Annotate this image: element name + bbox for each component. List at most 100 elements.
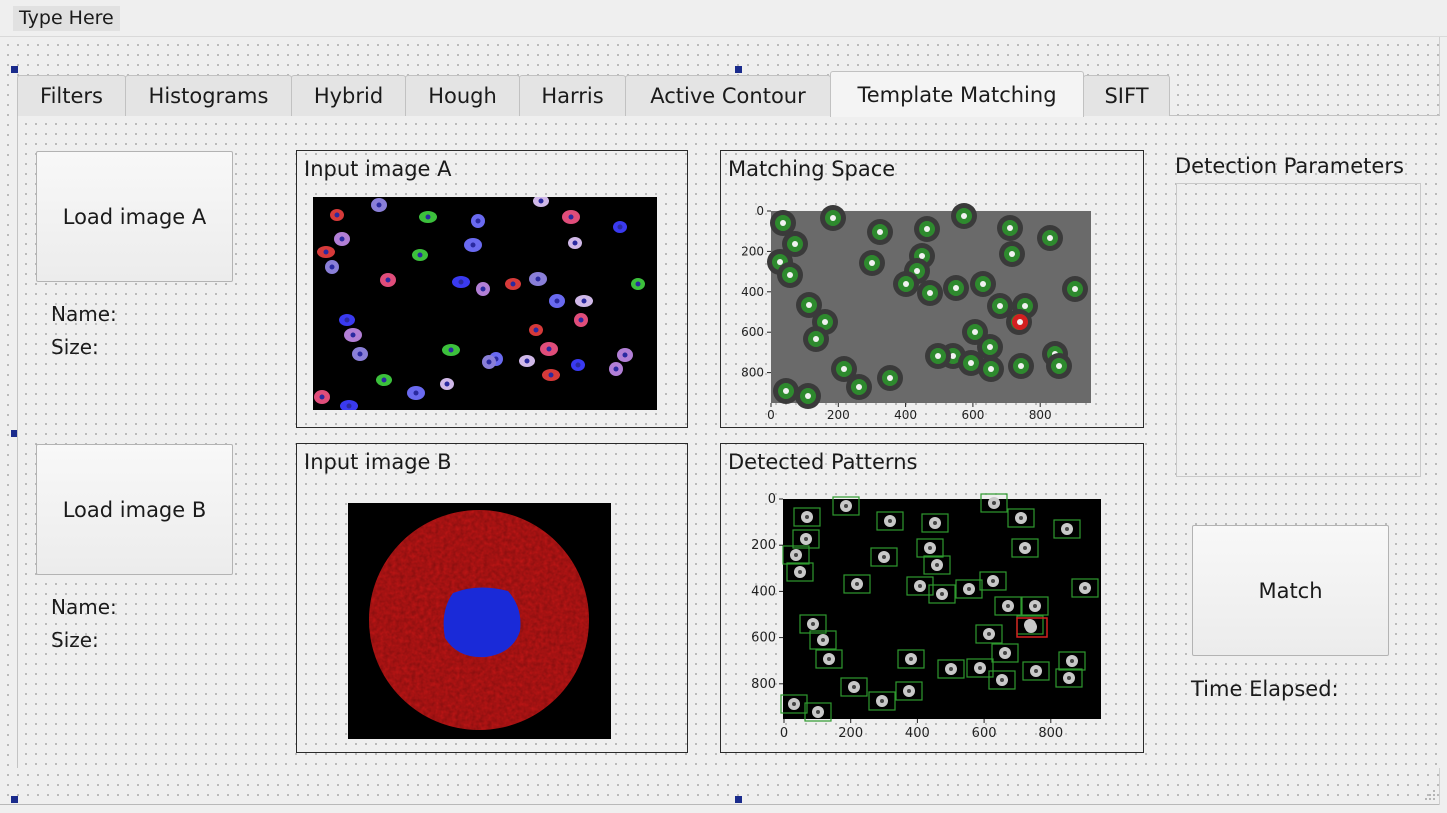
match-blob <box>961 213 967 219</box>
detection-box <box>1071 578 1099 598</box>
y-tick-label: 800 <box>751 677 776 692</box>
pattern-cell <box>821 638 825 642</box>
detection-box <box>804 702 832 722</box>
pattern-cell <box>978 666 982 670</box>
cell-nucleus <box>444 381 450 387</box>
tab-hybrid[interactable]: Hybrid <box>291 75 406 116</box>
match-blob <box>1047 235 1053 241</box>
match-blob <box>805 393 811 399</box>
detection-box <box>1055 668 1083 688</box>
y-tick-label: 200 <box>741 244 764 258</box>
detection-box <box>906 576 934 596</box>
cell-nucleus <box>413 390 419 396</box>
detection-parameters-group <box>1176 183 1421 477</box>
pattern-cell <box>852 685 856 689</box>
pattern-cell <box>949 667 953 671</box>
tab-harris[interactable]: Harris <box>519 75 626 116</box>
cell-nucleus <box>510 281 516 287</box>
pattern-cell <box>1034 669 1038 673</box>
match-blob <box>1056 363 1062 369</box>
detection-box <box>991 643 1019 663</box>
menu-bar: Type Here <box>0 0 1447 37</box>
tab-sift[interactable]: SIFT <box>1083 75 1170 116</box>
match-blob <box>997 303 1003 309</box>
detection-box <box>786 562 814 582</box>
input-image-a-group: Input image A <box>296 150 688 428</box>
pattern-cell <box>1019 516 1023 520</box>
match-blob <box>1072 286 1078 292</box>
x-tick-label: 600 <box>961 408 984 422</box>
tab-histograms[interactable]: Histograms <box>125 75 292 116</box>
cell-nucleus <box>357 351 363 357</box>
match-blob <box>777 259 783 265</box>
tab-filters[interactable]: Filters <box>17 75 126 116</box>
y-tick-label: 0 <box>768 492 776 507</box>
cell-nucleus <box>486 359 492 365</box>
selection-handle[interactable] <box>735 66 742 73</box>
cell-nucleus <box>575 362 581 368</box>
detection-box <box>876 511 904 531</box>
match-blob <box>950 353 956 359</box>
tab-template-matching[interactable]: Template Matching <box>830 71 1084 117</box>
y-tick-label: 600 <box>741 325 764 339</box>
detected-patterns-title: Detected Patterns <box>728 450 918 474</box>
match-blob <box>914 268 920 274</box>
detection-box <box>895 681 923 701</box>
y-tick-label: 600 <box>751 631 776 646</box>
pattern-cell <box>798 570 802 574</box>
selection-handle[interactable] <box>735 796 742 803</box>
detection-box <box>1058 651 1086 671</box>
match-blob <box>968 360 974 366</box>
pattern-cell <box>967 587 971 591</box>
image-b-name-label: Name: <box>51 595 117 619</box>
selection-handle[interactable] <box>11 796 18 803</box>
match-blob <box>1022 303 1028 309</box>
cell-nucleus <box>323 249 329 255</box>
detection-box <box>832 496 860 516</box>
match-button[interactable]: Match <box>1192 525 1389 656</box>
match-blob <box>980 281 986 287</box>
matching-space-group: Matching Space <box>720 150 1144 428</box>
detection-box <box>843 574 871 594</box>
image-b-size-label: Size: <box>51 628 99 652</box>
detection-box <box>792 529 820 549</box>
pattern-cell <box>1003 651 1007 655</box>
detection-box <box>1011 538 1039 558</box>
detection-box <box>815 649 843 669</box>
cell-nucleus <box>350 332 356 338</box>
match-blob <box>972 329 978 335</box>
pattern-cell <box>880 699 884 703</box>
detection-parameters-title: Detection Parameters <box>1175 154 1404 178</box>
detection-box <box>928 584 956 604</box>
pattern-cell <box>940 592 944 596</box>
selection-handle[interactable] <box>11 430 18 437</box>
detection-box <box>799 614 827 634</box>
cells-image-a <box>314 197 645 410</box>
load-image-a-button[interactable]: Load image A <box>36 151 233 282</box>
selection-handle[interactable] <box>11 66 18 73</box>
tab-active-contour[interactable]: Active Contour <box>625 75 831 116</box>
cell-nucleus <box>554 298 560 304</box>
match-blob <box>787 272 793 278</box>
cell-nucleus <box>425 214 431 220</box>
detection-box <box>955 579 983 599</box>
tab-hough[interactable]: Hough <box>405 75 520 116</box>
match-blob <box>903 281 909 287</box>
resize-grip-icon[interactable] <box>1421 786 1437 802</box>
cell-nucleus <box>546 346 552 352</box>
cell-nucleus <box>458 279 464 285</box>
y-tick-label: 400 <box>741 285 764 299</box>
pattern-cell <box>1000 678 1004 682</box>
detection-box <box>1007 508 1035 528</box>
tab-panel-template-matching <box>17 115 1440 768</box>
x-tick-label: 400 <box>894 408 917 422</box>
match-blob <box>792 241 798 247</box>
cell-nucleus <box>475 218 481 224</box>
detection-box <box>793 507 821 527</box>
cell-nucleus <box>572 240 578 246</box>
cell-nucleus <box>344 317 350 323</box>
cell-nucleus <box>581 298 587 304</box>
match-blob <box>924 226 930 232</box>
load-image-b-button[interactable]: Load image B <box>36 444 233 575</box>
menu-type-here[interactable]: Type Here <box>13 6 120 31</box>
